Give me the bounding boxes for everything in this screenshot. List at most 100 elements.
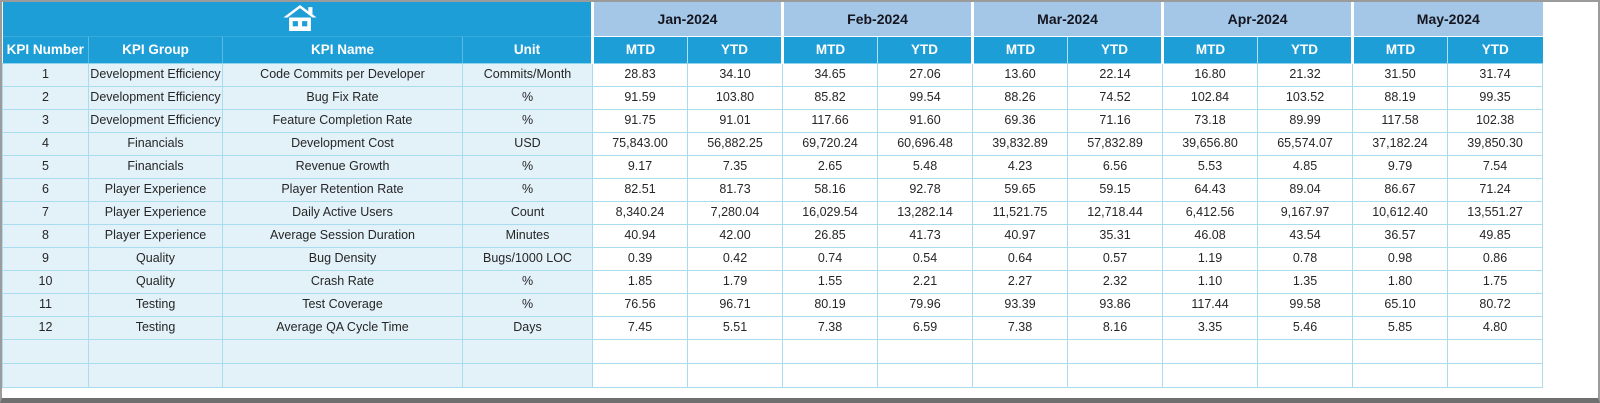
kpi-value-cell[interactable]: 49.85 — [1447, 223, 1544, 248]
kpi-value-cell[interactable]: 4.85 — [1257, 154, 1354, 179]
kpi-name-cell[interactable]: Daily Active Users — [222, 200, 463, 225]
kpi-value-cell[interactable]: 7.45 — [592, 315, 688, 340]
kpi-number-cell[interactable]: 12 — [2, 315, 89, 340]
kpi-value-cell[interactable]: 0.64 — [972, 246, 1069, 271]
kpi-number-cell[interactable]: 6 — [2, 177, 89, 202]
kpi-value-cell[interactable]: 40.94 — [592, 223, 688, 248]
kpi-value-cell[interactable]: 34.65 — [782, 62, 878, 87]
empty-value-cell[interactable] — [876, 338, 974, 364]
empty-value-cell[interactable] — [592, 362, 688, 388]
kpi-value-cell[interactable]: 64.43 — [1162, 177, 1259, 202]
kpi-value-cell[interactable]: 3.35 — [1162, 315, 1259, 340]
kpi-value-cell[interactable]: 75,843.00 — [592, 131, 688, 156]
kpi-value-cell[interactable]: 7.38 — [972, 315, 1069, 340]
kpi-value-cell[interactable]: 10,612.40 — [1352, 200, 1449, 225]
kpi-group-cell[interactable]: Quality — [88, 269, 223, 294]
kpi-value-cell[interactable]: 88.19 — [1352, 85, 1449, 110]
kpi-value-cell[interactable]: 5.53 — [1162, 154, 1259, 179]
kpi-value-cell[interactable]: 2.21 — [876, 269, 974, 294]
kpi-value-cell[interactable]: 5.46 — [1257, 315, 1354, 340]
kpi-value-cell[interactable]: 65,574.07 — [1257, 131, 1354, 156]
kpi-value-cell[interactable]: 74.52 — [1067, 85, 1164, 110]
kpi-value-cell[interactable]: 1.80 — [1352, 269, 1449, 294]
kpi-value-cell[interactable]: 91.60 — [876, 108, 974, 133]
kpi-value-cell[interactable]: 91.01 — [687, 108, 783, 133]
kpi-value-cell[interactable]: 1.85 — [592, 269, 688, 294]
kpi-value-cell[interactable]: 13,551.27 — [1447, 200, 1544, 225]
kpi-value-cell[interactable]: 0.98 — [1352, 246, 1449, 271]
kpi-value-cell[interactable]: 12,718.44 — [1067, 200, 1164, 225]
kpi-value-cell[interactable]: 2.27 — [972, 269, 1069, 294]
empty-info-cell[interactable] — [222, 362, 463, 388]
kpi-value-cell[interactable]: 0.42 — [687, 246, 783, 271]
empty-value-cell[interactable] — [782, 338, 878, 364]
kpi-value-cell[interactable]: 91.75 — [592, 108, 688, 133]
kpi-value-cell[interactable]: 80.19 — [782, 292, 878, 317]
kpi-value-cell[interactable]: 31.74 — [1447, 62, 1544, 87]
kpi-value-cell[interactable]: 11,521.75 — [972, 200, 1069, 225]
home-icon[interactable] — [282, 4, 318, 35]
empty-value-cell[interactable] — [1257, 338, 1354, 364]
empty-value-cell[interactable] — [687, 338, 783, 364]
kpi-value-cell[interactable]: 22.14 — [1067, 62, 1164, 87]
empty-info-cell[interactable] — [462, 362, 593, 388]
kpi-value-cell[interactable]: 0.39 — [592, 246, 688, 271]
kpi-value-cell[interactable]: 73.18 — [1162, 108, 1259, 133]
kpi-value-cell[interactable]: 5.85 — [1352, 315, 1449, 340]
kpi-value-cell[interactable]: 99.54 — [876, 85, 974, 110]
kpi-value-cell[interactable]: 41.73 — [876, 223, 974, 248]
empty-value-cell[interactable] — [972, 362, 1069, 388]
kpi-value-cell[interactable]: 0.78 — [1257, 246, 1354, 271]
kpi-unit-cell[interactable]: Commits/Month — [462, 62, 593, 87]
kpi-value-cell[interactable]: 93.39 — [972, 292, 1069, 317]
empty-value-cell[interactable] — [876, 362, 974, 388]
kpi-number-cell[interactable]: 10 — [2, 269, 89, 294]
kpi-value-cell[interactable]: 6.59 — [876, 315, 974, 340]
empty-info-cell[interactable] — [462, 338, 593, 364]
kpi-value-cell[interactable]: 43.54 — [1257, 223, 1354, 248]
empty-value-cell[interactable] — [1257, 362, 1354, 388]
kpi-name-cell[interactable]: Average QA Cycle Time — [222, 315, 463, 340]
kpi-name-cell[interactable]: Bug Density — [222, 246, 463, 271]
kpi-value-cell[interactable]: 28.83 — [592, 62, 688, 87]
kpi-value-cell[interactable]: 42.00 — [687, 223, 783, 248]
kpi-value-cell[interactable]: 27.06 — [876, 62, 974, 87]
empty-value-cell[interactable] — [1447, 338, 1544, 364]
kpi-value-cell[interactable]: 79.96 — [876, 292, 974, 317]
kpi-name-cell[interactable]: Crash Rate — [222, 269, 463, 294]
kpi-value-cell[interactable]: 69,720.24 — [782, 131, 878, 156]
empty-info-cell[interactable] — [2, 338, 89, 364]
kpi-value-cell[interactable]: 39,832.89 — [972, 131, 1069, 156]
kpi-unit-cell[interactable]: Minutes — [462, 223, 593, 248]
empty-value-cell[interactable] — [1162, 362, 1259, 388]
kpi-value-cell[interactable]: 71.16 — [1067, 108, 1164, 133]
kpi-value-cell[interactable]: 103.80 — [687, 85, 783, 110]
kpi-unit-cell[interactable]: % — [462, 269, 593, 294]
kpi-name-cell[interactable]: Test Coverage — [222, 292, 463, 317]
kpi-name-cell[interactable]: Average Session Duration — [222, 223, 463, 248]
kpi-value-cell[interactable]: 60,696.48 — [876, 131, 974, 156]
kpi-group-cell[interactable]: Player Experience — [88, 177, 223, 202]
kpi-value-cell[interactable]: 36.57 — [1352, 223, 1449, 248]
kpi-group-cell[interactable]: Development Efficiency — [88, 62, 223, 87]
kpi-unit-cell[interactable]: % — [462, 154, 593, 179]
kpi-number-cell[interactable]: 3 — [2, 108, 89, 133]
kpi-value-cell[interactable]: 2.32 — [1067, 269, 1164, 294]
kpi-value-cell[interactable]: 9,167.97 — [1257, 200, 1354, 225]
kpi-value-cell[interactable]: 1.19 — [1162, 246, 1259, 271]
kpi-value-cell[interactable]: 1.35 — [1257, 269, 1354, 294]
kpi-value-cell[interactable]: 91.59 — [592, 85, 688, 110]
kpi-value-cell[interactable]: 82.51 — [592, 177, 688, 202]
kpi-value-cell[interactable]: 1.55 — [782, 269, 878, 294]
kpi-value-cell[interactable]: 102.84 — [1162, 85, 1259, 110]
empty-info-cell[interactable] — [88, 338, 223, 364]
kpi-value-cell[interactable]: 59.65 — [972, 177, 1069, 202]
kpi-value-cell[interactable]: 56,882.25 — [687, 131, 783, 156]
kpi-group-cell[interactable]: Development Efficiency — [88, 108, 223, 133]
kpi-value-cell[interactable]: 26.85 — [782, 223, 878, 248]
kpi-number-cell[interactable]: 1 — [2, 62, 89, 87]
kpi-value-cell[interactable]: 92.78 — [876, 177, 974, 202]
kpi-number-cell[interactable]: 2 — [2, 85, 89, 110]
kpi-value-cell[interactable]: 1.75 — [1447, 269, 1544, 294]
kpi-value-cell[interactable]: 0.74 — [782, 246, 878, 271]
